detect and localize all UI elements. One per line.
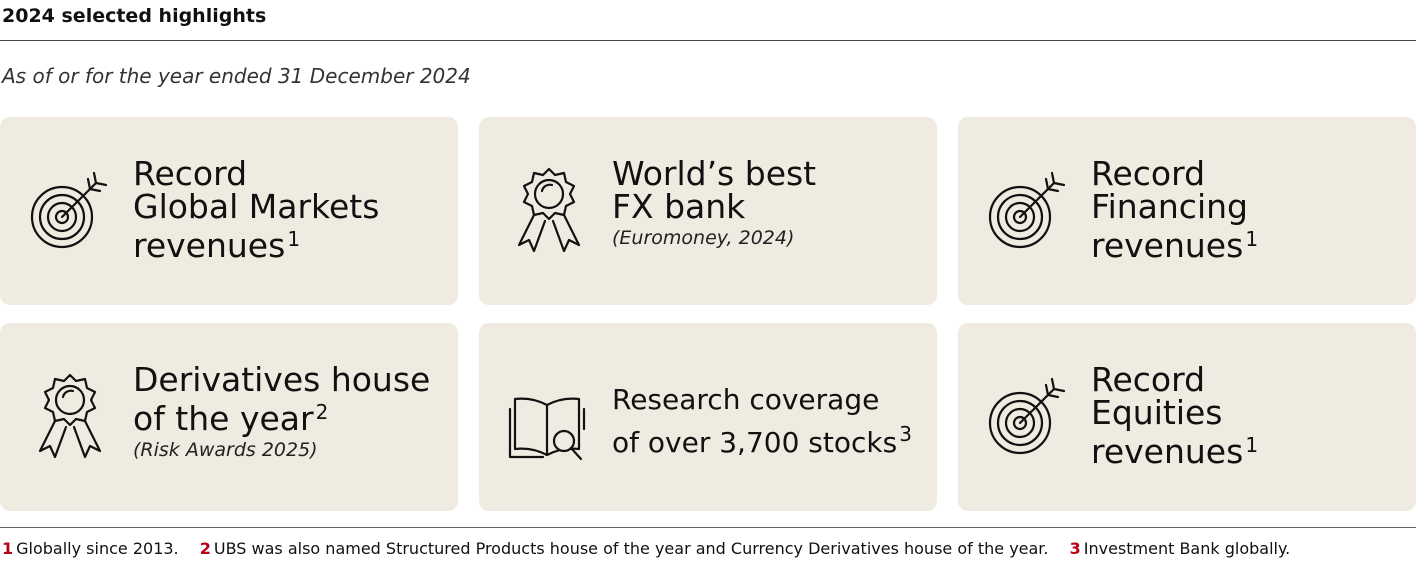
footnote-number: 1 [2,539,14,558]
card-line: revenues [1091,432,1244,471]
footnote-number: 2 [199,539,211,558]
award-ribbon-icon [30,369,110,469]
footnote-ref: 2 [315,400,329,424]
footnote-ref: 1 [1245,227,1259,251]
page-title: 2024 selected highlights [2,5,267,27]
card-line: revenues [1091,226,1244,265]
footnote: 1 Globally since 2013. [2,539,179,558]
card-line: Equities [1091,393,1223,432]
highlight-card: Record Equities revenues 1 [958,323,1416,511]
footnote-number: 3 [1069,539,1081,558]
highlight-card: Record Financing revenues 1 [958,117,1416,305]
card-source: (Euromoney, 2024) [612,227,795,249]
highlight-card: Derivatives house of the year 2 (Risk Awa… [0,323,458,511]
footnote-ref: 1 [1245,433,1259,457]
footnote-text: Globally since 2013. [16,539,179,558]
target-icon [986,369,1066,469]
footnotes: 1 Globally since 2013. 2 UBS was also name… [2,539,1290,558]
footnote-ref: 1 [287,227,301,251]
highlight-card: Research coverage of over 3,700 stocks 3 [479,323,937,511]
book-search-icon [507,369,587,469]
award-ribbon-icon [509,163,589,263]
card-line: Derivatives house [133,360,431,399]
target-icon [28,163,108,263]
footnote: 3 Investment Bank globally. [1070,539,1291,558]
card-line: Record [1091,154,1206,193]
target-icon [986,163,1066,263]
card-line: Research coverage [612,383,880,416]
header-divider [0,40,1416,41]
card-line: Financing [1091,187,1248,226]
card-line: Global Markets [133,187,380,226]
card-line: Record [1091,360,1206,399]
card-line: revenues [133,226,286,265]
card-line: Record [133,154,248,193]
page-subtitle: As of or for the year ended 31 December … [2,64,471,88]
card-line: of the year [133,399,314,438]
footnote-text: UBS was also named Structured Products h… [213,539,1049,558]
footer-divider [0,527,1416,528]
card-line: World’s best [612,154,817,193]
footnote-ref: 3 [899,422,912,446]
footnote-text: Investment Bank globally. [1083,539,1291,558]
card-line: FX bank [612,187,746,226]
highlight-card: Record Global Markets revenues 1 [0,117,458,305]
footnote: 2 UBS was also named Structured Products … [200,539,1049,558]
card-source: (Risk Awards 2025) [133,439,318,461]
card-line: of over 3,700 stocks [612,426,898,459]
highlight-card: World’s best FX bank (Euromoney, 2024) [479,117,937,305]
